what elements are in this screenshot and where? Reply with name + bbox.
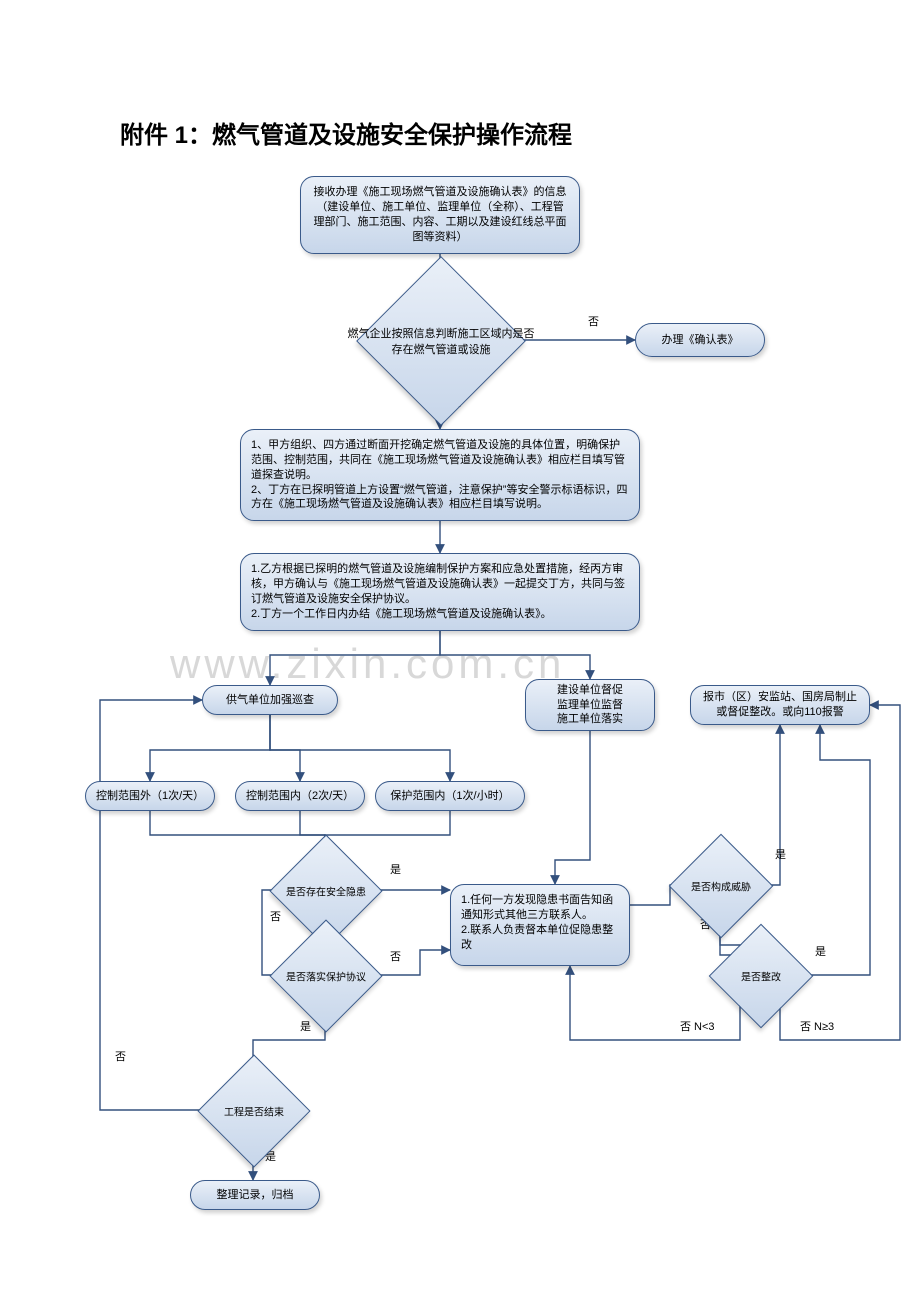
node-report: 报市（区）安监站、国房局制止或督促整改。或向110报警 bbox=[690, 685, 870, 725]
node-archive: 整理记录，归档 bbox=[190, 1180, 320, 1210]
svg-text:否 N≥3: 否 N≥3 bbox=[800, 1021, 834, 1033]
node-freq3: 保护范围内（1次/小时） bbox=[375, 781, 525, 811]
node-freq2: 控制范围内（2次/天） bbox=[235, 781, 365, 811]
node-decision-agree: 是否落实保护协议 bbox=[269, 919, 382, 1032]
node-start: 接收办理《施工现场燃气管道及设施确认表》的信息（建设单位、施工单位、监理单位（全… bbox=[300, 176, 580, 254]
node-patrol: 供气单位加强巡查 bbox=[202, 685, 338, 715]
node-freq1: 控制范围外（1次/天） bbox=[85, 781, 215, 811]
svg-text:是: 是 bbox=[300, 1020, 311, 1033]
node-decision-exist: 燃气企业按照信息判断施工区域内是否存在燃气管道或设施 bbox=[356, 256, 526, 426]
decision-agree-label: 是否落实保护协议 bbox=[271, 969, 380, 984]
flowchart-canvas: 附件 1：燃气管道及设施安全保护操作流程 www.zixin.com.cn 否是… bbox=[0, 0, 920, 1302]
svg-text:否: 否 bbox=[115, 1051, 126, 1063]
svg-text:是: 是 bbox=[390, 863, 401, 876]
node-confirm-form: 办理《确认表》 bbox=[635, 323, 765, 357]
svg-text:是: 是 bbox=[815, 945, 826, 958]
page-title: 附件 1：燃气管道及设施安全保护操作流程 bbox=[120, 115, 572, 150]
svg-text:是: 是 bbox=[775, 848, 786, 861]
node-decision-threat: 是否构成威胁 bbox=[669, 834, 774, 939]
svg-text:否: 否 bbox=[270, 911, 281, 923]
decision-rect-label: 是否整改 bbox=[711, 969, 812, 984]
decision-hazard-label: 是否存在安全隐患 bbox=[271, 884, 380, 899]
decision-exist-label: 燃气企业按照信息判断施工区域内是否存在燃气管道或设施 bbox=[346, 325, 536, 357]
node-decision-end: 工程是否结束 bbox=[197, 1054, 310, 1167]
node-supervise: 建设单位督促 监理单位监督 施工单位落实 bbox=[525, 679, 655, 731]
svg-text:否 N<3: 否 N<3 bbox=[680, 1021, 715, 1033]
watermark: www.zixin.com.cn bbox=[170, 640, 565, 688]
decision-threat-label: 是否构成威胁 bbox=[671, 879, 772, 894]
node-step1: 1、甲方组织、四方通过断面开挖确定燃气管道及设施的具体位置，明确保护范围、控制范… bbox=[240, 429, 640, 521]
svg-text:否: 否 bbox=[390, 951, 401, 963]
decision-end-label: 工程是否结束 bbox=[199, 1104, 308, 1119]
node-step2: 1.乙方根据已探明的燃气管道及设施编制保护方案和应急处置措施，经丙方审核，甲方确… bbox=[240, 553, 640, 631]
svg-text:否: 否 bbox=[588, 316, 599, 328]
node-notify: 1.任何一方发现隐患书面告知函通知形式其他三方联系人。 2.联系人负责督本单位促… bbox=[450, 884, 630, 966]
node-decision-rect: 是否整改 bbox=[709, 924, 814, 1029]
